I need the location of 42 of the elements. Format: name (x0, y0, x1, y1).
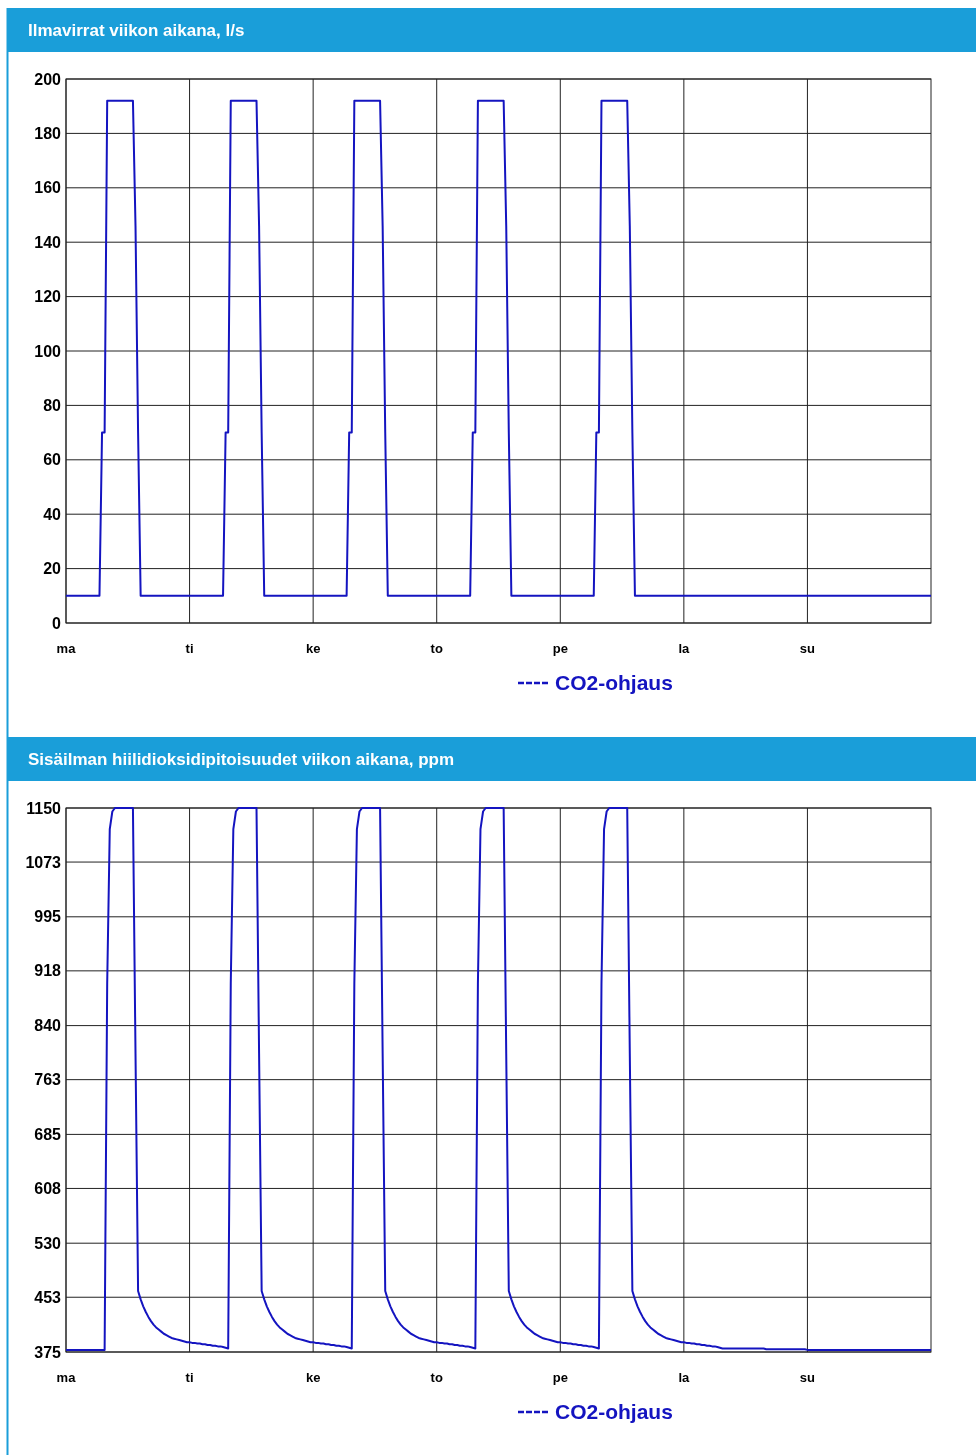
y-tick-label: 995 (34, 908, 62, 926)
x-tick-label: ma (56, 1370, 77, 1385)
chart-title: Ilmavirrat viikon aikana, l/s (28, 21, 245, 40)
x-tick-label: ke (305, 641, 321, 656)
line-series (65, 807, 932, 1351)
y-tick-label: 530 (34, 1234, 62, 1252)
x-tick-label: ti (185, 1370, 194, 1385)
legend-label: CO2-ohjaus (555, 671, 673, 695)
y-tick-label: 180 (34, 125, 62, 142)
y-tick-label: 20 (43, 560, 62, 578)
line-series (65, 99, 932, 597)
y-tick-label: 453 (34, 1288, 62, 1306)
x-tick-label: to (430, 641, 443, 656)
y-tick-label: 375 (34, 1343, 62, 1361)
y-tick-label: 120 (34, 288, 62, 306)
y-tick-label: 200 (34, 70, 62, 88)
x-tick-label: pe (552, 1370, 568, 1385)
x-tick-label: ti (185, 641, 194, 656)
x-tick-label: su (799, 641, 816, 656)
y-tick-label: 1073 (25, 853, 62, 871)
y-tick-label: 80 (43, 397, 62, 414)
y-tick-label: 918 (34, 962, 62, 980)
y-tick-label: 160 (34, 179, 62, 197)
legend-label: CO2-ohjaus (555, 1400, 673, 1424)
x-tick-label: to (430, 1370, 443, 1385)
y-tick-label: 763 (34, 1071, 62, 1089)
y-tick-label: 840 (34, 1017, 62, 1035)
x-tick-label: ke (305, 1370, 321, 1385)
y-tick-label: 140 (34, 233, 62, 251)
y-tick-label: 685 (34, 1126, 62, 1143)
chart-title: Sisäilman hiilidioksidipitoisuudet viikon aikana, ppm (28, 750, 455, 769)
y-tick-label: 40 (43, 505, 62, 523)
y-tick-label: 100 (34, 342, 62, 360)
x-tick-label: la (678, 641, 691, 656)
y-tick-label: 1150 (26, 799, 62, 817)
x-tick-label: la (678, 1370, 691, 1385)
x-tick-label: su (799, 1370, 816, 1385)
y-tick-label: 0 (52, 614, 62, 632)
y-tick-label: 60 (43, 451, 62, 469)
x-tick-label: ma (56, 641, 77, 656)
x-tick-label: pe (552, 641, 568, 656)
y-tick-label: 608 (34, 1180, 62, 1198)
